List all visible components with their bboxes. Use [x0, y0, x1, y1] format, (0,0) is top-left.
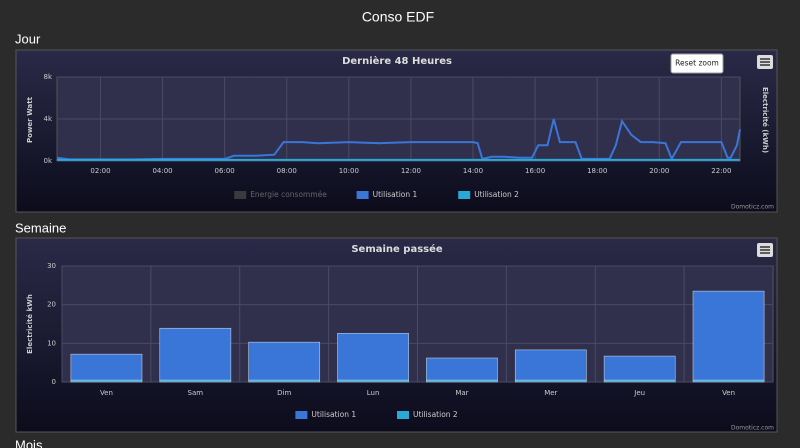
menu-button[interactable] — [757, 55, 773, 69]
credits: Domoticz.com — [731, 204, 774, 211]
x-tick-label: Dim — [277, 389, 291, 397]
x-tick-label: 10:00 — [339, 167, 359, 175]
y-tick-label: 0k — [43, 157, 52, 165]
x-tick-label: 12:00 — [401, 167, 421, 175]
x-tick-label: Jeu — [633, 389, 645, 397]
legend-swatch — [458, 191, 471, 199]
y-tick-label: 10 — [47, 339, 56, 347]
bar — [514, 349, 587, 381]
x-tick-label: Ven — [100, 389, 113, 397]
x-tick-label: 18:00 — [587, 167, 607, 175]
x-tick-label: 16:00 — [525, 167, 545, 175]
x-tick-label: 06:00 — [215, 167, 235, 175]
y-tick-label: 8k — [43, 73, 52, 81]
y2-axis-label: Electricité (kWh) — [761, 87, 769, 153]
menu-icon[interactable] — [760, 246, 770, 254]
bar — [159, 327, 232, 381]
legend-label: Utilisation 1 — [373, 190, 418, 199]
legend-swatch — [356, 191, 369, 199]
x-tick-label: 08:00 — [277, 167, 297, 175]
menu-button[interactable] — [757, 243, 773, 257]
x-tick-label: 02:00 — [90, 167, 110, 175]
bar — [248, 341, 321, 381]
legend-swatch — [234, 191, 247, 199]
x-tick-label: Mar — [455, 389, 468, 397]
y-axis-label: Electricité kWh — [26, 294, 34, 354]
bar — [603, 355, 676, 381]
section-label: Mois — [15, 437, 43, 448]
bar — [70, 353, 143, 381]
legend-label: Utilisation 1 — [311, 410, 356, 419]
y-tick-label: 20 — [47, 301, 56, 309]
bar — [692, 290, 765, 381]
page-title: Conso EDF — [362, 9, 434, 25]
x-tick-label: Sam — [188, 389, 204, 397]
y-tick-label: 4k — [43, 115, 52, 123]
plots: 0k 4k 8k 02:00 04:00 06:00 08:00 10:00 12:00 14:0… — [43, 73, 774, 419]
x-tick-label: Mer — [544, 389, 557, 397]
y-tick-label: 0 — [52, 378, 56, 386]
button-label[interactable]: Reset zoom — [675, 59, 719, 68]
button-bg[interactable] — [670, 53, 724, 74]
bar — [426, 357, 498, 381]
y-axis-label: Power Watt — [26, 96, 34, 143]
x-tick-label: 22:00 — [711, 167, 731, 175]
section-label: Jour — [15, 31, 41, 46]
x-tick-label: 20:00 — [649, 167, 669, 175]
x-tick-label: Ven — [722, 389, 735, 397]
chart-title: Semaine passée — [351, 243, 443, 255]
menu-icon[interactable] — [760, 58, 770, 66]
reset-zoom-button[interactable]: Reset zoom — [670, 53, 724, 74]
y-tick-label: 30 — [47, 262, 56, 270]
bar — [337, 332, 409, 381]
legend-swatch — [397, 411, 409, 419]
legend-swatch — [295, 411, 308, 419]
x-tick-label: 04:00 — [152, 167, 172, 175]
section-label: Semaine — [15, 220, 66, 235]
legend-label: Energie consommée — [250, 190, 327, 199]
legend-label: Utilisation 2 — [413, 410, 458, 419]
legend-label: Utilisation 2 — [474, 190, 519, 199]
x-tick-label: 14:00 — [463, 167, 483, 175]
series-line — [56, 118, 741, 162]
credits: Domoticz.com — [731, 425, 774, 432]
chart-title: Dernière 48 Heures — [342, 55, 452, 67]
x-tick-label: Lun — [367, 389, 380, 397]
